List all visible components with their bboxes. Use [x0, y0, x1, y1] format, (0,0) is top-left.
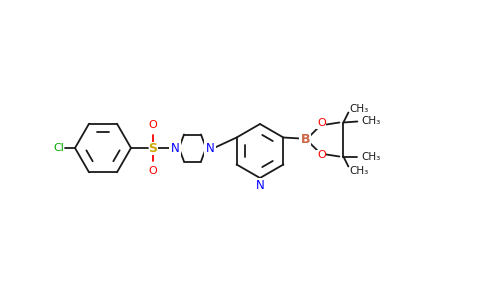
- Text: Cl: Cl: [53, 143, 64, 153]
- Text: CH₃: CH₃: [349, 166, 369, 176]
- Text: N: N: [256, 179, 264, 192]
- Text: CH₃: CH₃: [362, 116, 380, 125]
- Text: O: O: [149, 120, 157, 130]
- Text: O: O: [317, 118, 326, 128]
- Text: S: S: [149, 142, 157, 154]
- Text: O: O: [317, 151, 326, 160]
- Text: N: N: [171, 142, 180, 154]
- Text: B: B: [301, 133, 310, 146]
- Text: O: O: [149, 166, 157, 176]
- Text: CH₃: CH₃: [362, 152, 380, 161]
- Text: CH₃: CH₃: [349, 103, 369, 113]
- Text: N: N: [206, 142, 214, 154]
